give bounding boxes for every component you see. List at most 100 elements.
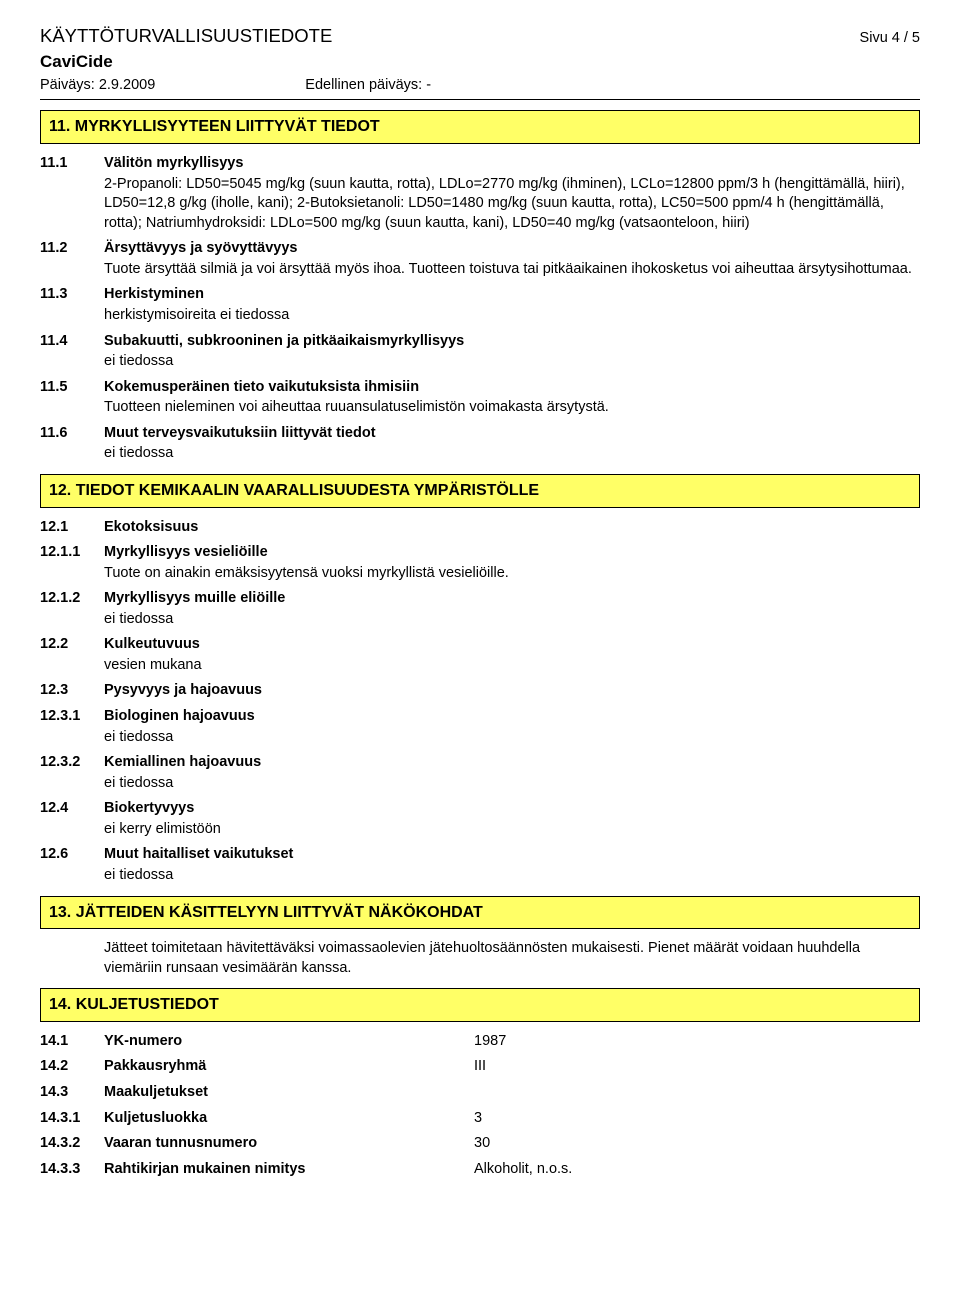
kv-row: 14.3.2Vaaran tunnusnumero30	[40, 1134, 920, 1154]
item-content: Kokemusperäinen tieto vaikutuksista ihmi…	[104, 378, 920, 418]
item-content: Subakuutti, subkrooninen ja pitkäaikaism…	[104, 332, 920, 372]
list-item: 12.3.1Biologinen hajoavuusei tiedossa	[40, 707, 920, 747]
item-number: 11.6	[40, 424, 104, 464]
item-content: Biokertyvyysei kerry elimistöön	[104, 799, 920, 839]
item-label: Herkistyminen	[104, 285, 920, 305]
item-number: 12.3	[40, 681, 104, 701]
item-number: 12.4	[40, 799, 104, 839]
kv-value	[474, 1083, 920, 1103]
date-label: Päiväys: 2.9.2009	[40, 76, 155, 96]
item-body: 2-Propanoli: LD50=5045 mg/kg (suun kautt…	[104, 175, 920, 234]
kv-value: Alkoholit, n.o.s.	[474, 1160, 920, 1180]
kv-label: Rahtikirjan mukainen nimitys	[104, 1160, 474, 1180]
item-body: ei tiedossa	[104, 352, 920, 372]
item-body: herkistymisoireita ei tiedossa	[104, 306, 920, 326]
kv-value: III	[474, 1057, 920, 1077]
item-content: Kulkeutuvuusvesien mukana	[104, 635, 920, 675]
item-label: Biokertyvyys	[104, 799, 920, 819]
list-item: 12.3Pysyvyys ja hajoavuus	[40, 681, 920, 701]
item-content: Kemiallinen hajoavuusei tiedossa	[104, 753, 920, 793]
kv-number: 14.2	[40, 1057, 104, 1077]
item-label: Kemiallinen hajoavuus	[104, 753, 920, 773]
item-content: Ekotoksisuus	[104, 518, 920, 538]
item-number: 12.3.1	[40, 707, 104, 747]
list-item: 12.1.2Myrkyllisyys muille eliöilleei tie…	[40, 589, 920, 629]
doc-title: KÄYTTÖTURVALLISUUSTIEDOTE	[40, 24, 332, 49]
section-13-title: 13. JÄTTEIDEN KÄSITTELYYN LIITTYVÄT NÄKÖ…	[40, 896, 920, 930]
section-11-items: 11.1Välitön myrkyllisyys2-Propanoli: LD5…	[40, 154, 920, 464]
item-label: Kokemusperäinen tieto vaikutuksista ihmi…	[104, 378, 920, 398]
item-number: 11.2	[40, 239, 104, 279]
item-body: ei kerry elimistöön	[104, 820, 920, 840]
list-item: 12.6Muut haitalliset vaikutuksetei tiedo…	[40, 845, 920, 885]
kv-number: 14.1	[40, 1032, 104, 1052]
kv-row: 14.1YK-numero1987	[40, 1032, 920, 1052]
kv-row: 14.2PakkausryhmäIII	[40, 1057, 920, 1077]
item-body: Tuotteen nieleminen voi aiheuttaa ruuans…	[104, 398, 920, 418]
item-body: Tuote ärsyttää silmiä ja voi ärsyttää my…	[104, 260, 920, 280]
list-item: 11.3Herkistyminenherkistymisoireita ei t…	[40, 285, 920, 325]
kv-number: 14.3	[40, 1083, 104, 1103]
kv-label: Maakuljetukset	[104, 1083, 474, 1103]
item-number: 11.3	[40, 285, 104, 325]
item-content: Muut terveysvaikutuksiin liittyvät tiedo…	[104, 424, 920, 464]
item-number: 11.1	[40, 154, 104, 233]
kv-label: Vaaran tunnusnumero	[104, 1134, 474, 1154]
list-item: 11.4Subakuutti, subkrooninen ja pitkäaik…	[40, 332, 920, 372]
item-label: Muut haitalliset vaikutukset	[104, 845, 920, 865]
header-row: KÄYTTÖTURVALLISUUSTIEDOTE Sivu 4 / 5	[40, 24, 920, 49]
kv-row: 14.3.3Rahtikirjan mukainen nimitysAlkoho…	[40, 1160, 920, 1180]
item-body: Tuote on ainakin emäksisyytensä vuoksi m…	[104, 564, 920, 584]
item-label: Ekotoksisuus	[104, 518, 920, 538]
item-content: Myrkyllisyys muille eliöilleei tiedossa	[104, 589, 920, 629]
list-item: 11.5Kokemusperäinen tieto vaikutuksista …	[40, 378, 920, 418]
item-number: 12.1.2	[40, 589, 104, 629]
item-content: Herkistyminenherkistymisoireita ei tiedo…	[104, 285, 920, 325]
kv-row: 14.3.1Kuljetusluokka3	[40, 1109, 920, 1129]
item-label: Muut terveysvaikutuksiin liittyvät tiedo…	[104, 424, 920, 444]
list-item: 12.4Biokertyvyysei kerry elimistöön	[40, 799, 920, 839]
prev-date-label: Edellinen päiväys: -	[305, 76, 431, 96]
item-body: ei tiedossa	[104, 610, 920, 630]
item-body: ei tiedossa	[104, 866, 920, 886]
list-item: 11.1Välitön myrkyllisyys2-Propanoli: LD5…	[40, 154, 920, 233]
item-label: Ärsyttävyys ja syövyttävyys	[104, 239, 920, 259]
product-name: CaviCide	[40, 51, 920, 74]
item-content: Biologinen hajoavuusei tiedossa	[104, 707, 920, 747]
page-indicator: Sivu 4 / 5	[860, 29, 920, 49]
list-item: 12.2Kulkeutuvuusvesien mukana	[40, 635, 920, 675]
kv-row: 14.3Maakuljetukset	[40, 1083, 920, 1103]
item-number: 11.5	[40, 378, 104, 418]
item-content: Muut haitalliset vaikutuksetei tiedossa	[104, 845, 920, 885]
item-label: Pysyvyys ja hajoavuus	[104, 681, 920, 701]
item-label: Subakuutti, subkrooninen ja pitkäaikaism…	[104, 332, 920, 352]
kv-value: 30	[474, 1134, 920, 1154]
list-item: 12.1Ekotoksisuus	[40, 518, 920, 538]
kv-label: YK-numero	[104, 1032, 474, 1052]
kv-number: 14.3.2	[40, 1134, 104, 1154]
kv-value: 1987	[474, 1032, 920, 1052]
item-label: Myrkyllisyys muille eliöille	[104, 589, 920, 609]
header-divider	[40, 99, 920, 100]
item-content: Välitön myrkyllisyys2-Propanoli: LD50=50…	[104, 154, 920, 233]
item-number: 12.3.2	[40, 753, 104, 793]
kv-label: Kuljetusluokka	[104, 1109, 474, 1129]
kv-number: 14.3.1	[40, 1109, 104, 1129]
date-row: Päiväys: 2.9.2009 Edellinen päiväys: -	[40, 76, 920, 96]
section-12-items: 12.1Ekotoksisuus 12.1.1Myrkyllisyys vesie…	[40, 518, 920, 886]
item-number: 12.6	[40, 845, 104, 885]
list-item: 12.1.1Myrkyllisyys vesieliöilleTuote on …	[40, 543, 920, 583]
item-number: 12.1	[40, 518, 104, 538]
list-item: 12.3.2Kemiallinen hajoavuusei tiedossa	[40, 753, 920, 793]
kv-label: Pakkausryhmä	[104, 1057, 474, 1077]
item-content: Myrkyllisyys vesieliöilleTuote on ainaki…	[104, 543, 920, 583]
item-body: ei tiedossa	[104, 444, 920, 464]
section-13-body: Jätteet toimitetaan hävitettäväksi voima…	[104, 939, 920, 978]
item-number: 12.2	[40, 635, 104, 675]
item-number: 11.4	[40, 332, 104, 372]
item-content: Ärsyttävyys ja syövyttävyysTuote ärsyttä…	[104, 239, 920, 279]
item-body: vesien mukana	[104, 656, 920, 676]
item-label: Biologinen hajoavuus	[104, 707, 920, 727]
section-12-title: 12. TIEDOT KEMIKAALIN VAARALLISUUDESTA Y…	[40, 474, 920, 508]
item-label: Kulkeutuvuus	[104, 635, 920, 655]
